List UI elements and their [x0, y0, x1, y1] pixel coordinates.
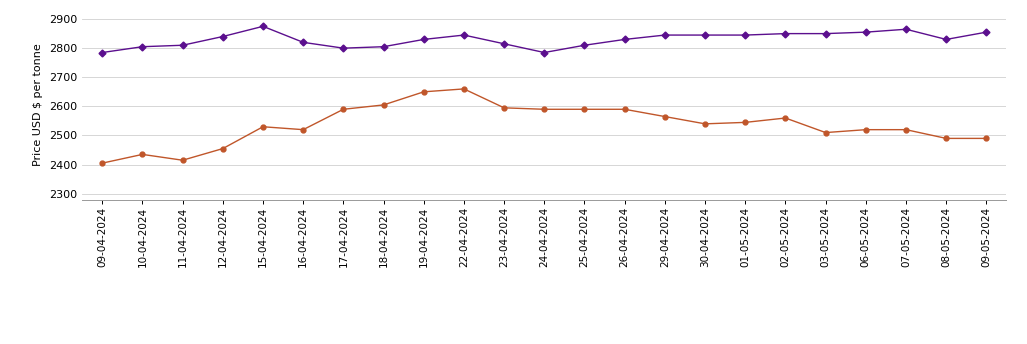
LME: [217, 147, 229, 151]
LME: [739, 120, 752, 125]
SHFE: [377, 45, 389, 49]
SHFE: [538, 51, 550, 55]
SHFE: [820, 32, 832, 36]
SHFE: [578, 43, 591, 47]
SHFE: [658, 33, 671, 37]
SHFE: [97, 51, 109, 55]
SHFE: [177, 43, 189, 47]
LME: [658, 115, 671, 119]
SHFE: [980, 30, 992, 34]
SHFE: [137, 45, 149, 49]
SHFE: [940, 37, 952, 42]
SHFE: [860, 30, 872, 34]
LME: [900, 128, 912, 132]
SHFE: [900, 27, 912, 31]
Line: LME: LME: [100, 86, 989, 165]
Line: SHFE: SHFE: [100, 24, 989, 55]
LME: [618, 107, 631, 111]
SHFE: [618, 37, 631, 42]
LME: [97, 161, 109, 165]
LME: [980, 136, 992, 140]
SHFE: [739, 33, 752, 37]
LME: [820, 130, 832, 135]
SHFE: [458, 33, 470, 37]
SHFE: [217, 34, 229, 39]
LME: [538, 107, 550, 111]
SHFE: [699, 33, 712, 37]
LME: [779, 116, 792, 120]
LME: [297, 128, 309, 132]
LME: [940, 136, 952, 140]
LME: [498, 106, 510, 110]
LME: [699, 122, 712, 126]
SHFE: [337, 46, 349, 50]
LME: [137, 152, 149, 157]
Legend: LME, SHFE: LME, SHFE: [476, 342, 613, 344]
LME: [177, 158, 189, 162]
LME: [337, 107, 349, 111]
LME: [860, 128, 872, 132]
SHFE: [779, 32, 792, 36]
LME: [458, 87, 470, 91]
LME: [377, 103, 389, 107]
SHFE: [257, 24, 269, 29]
LME: [257, 125, 269, 129]
Y-axis label: Price USD $ per tonne: Price USD $ per tonne: [34, 44, 43, 166]
SHFE: [498, 42, 510, 46]
LME: [578, 107, 591, 111]
SHFE: [297, 40, 309, 44]
SHFE: [418, 37, 430, 42]
LME: [418, 90, 430, 94]
